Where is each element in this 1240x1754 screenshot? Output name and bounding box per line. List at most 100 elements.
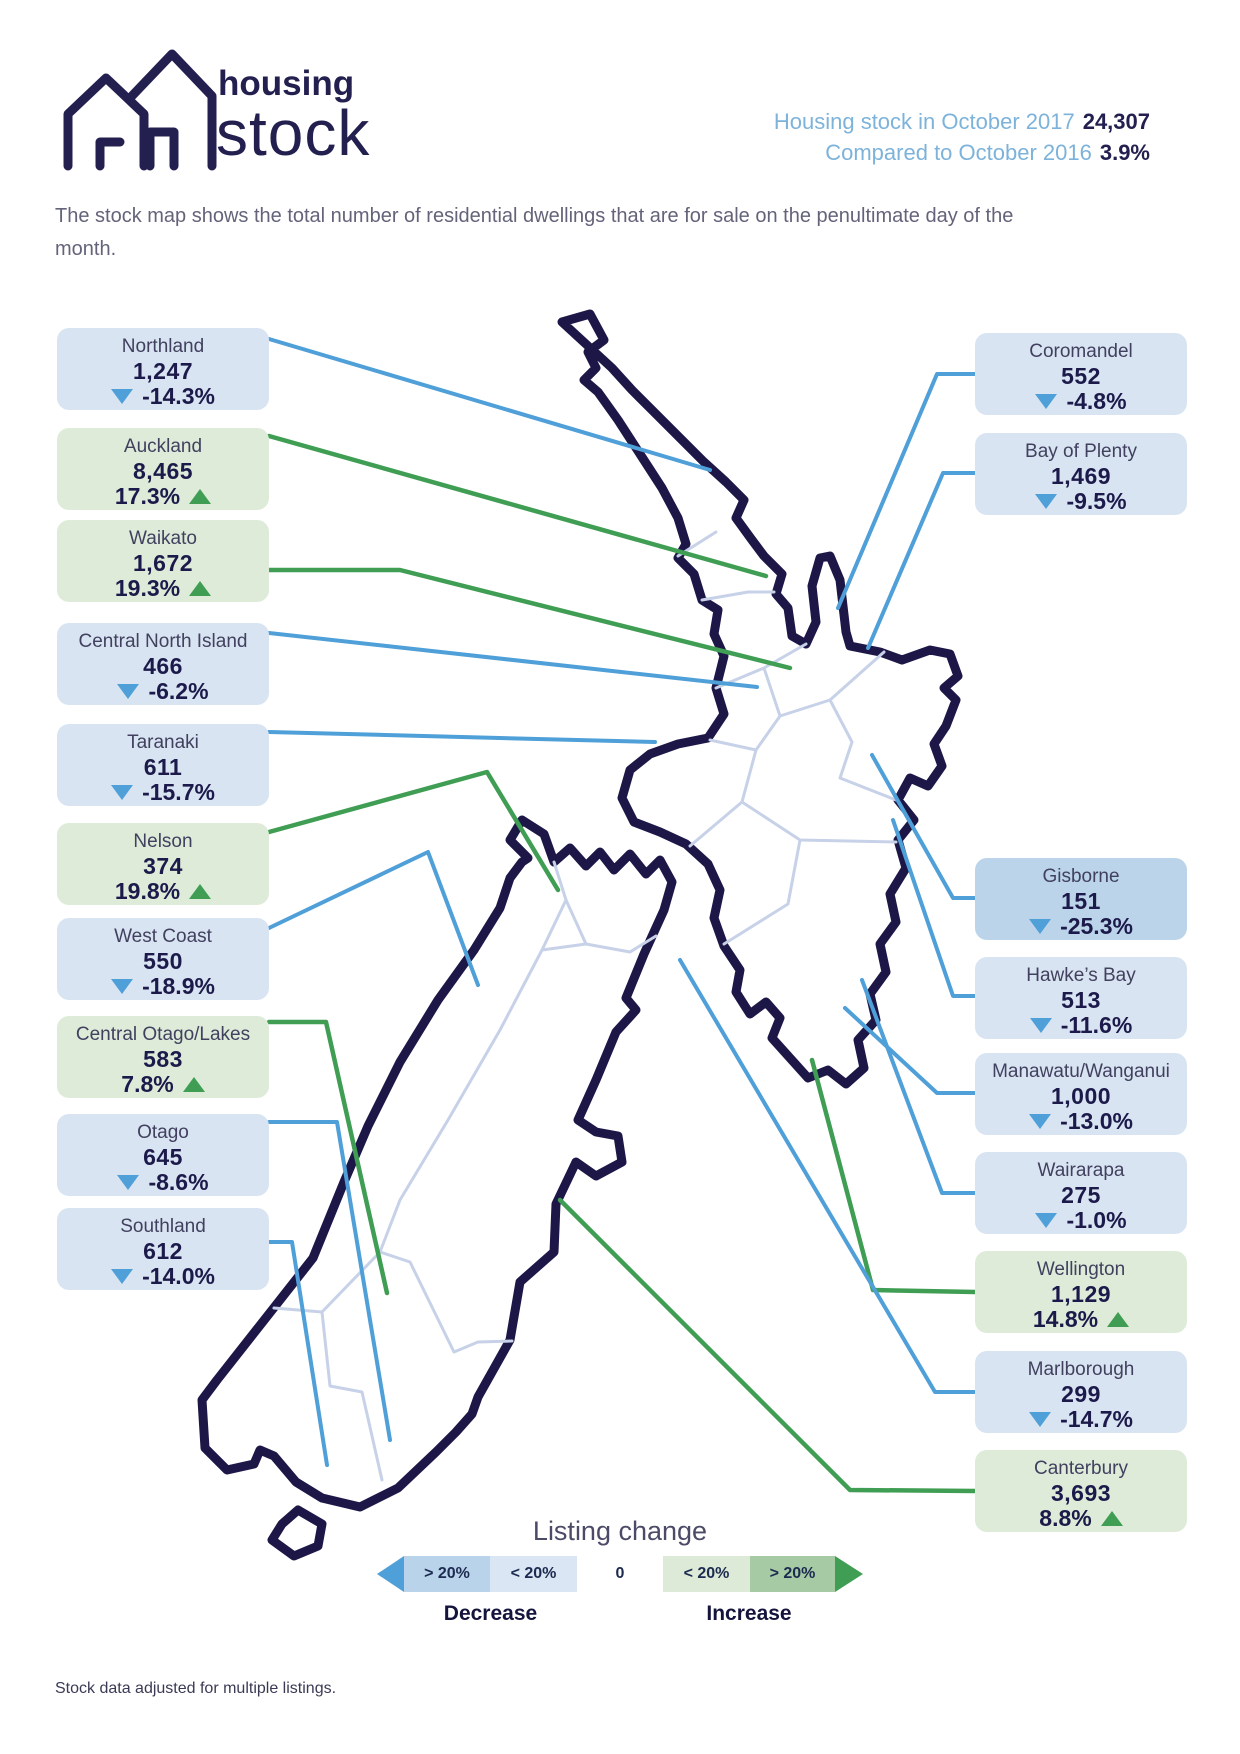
legend-increase-label: Increase — [706, 1602, 792, 1625]
connector-line-northland — [267, 337, 712, 472]
region-change-value: -6.2% — [148, 678, 209, 704]
region-name: Nelson — [133, 831, 193, 852]
connector-line-central-north-island — [267, 631, 759, 689]
region-value: 1,129 — [1050, 1281, 1112, 1307]
region-change-value: 7.8% — [121, 1071, 174, 1097]
legend-title: Listing change — [532, 1516, 708, 1546]
region-value: 1,469 — [1050, 463, 1112, 489]
region-box-hawke-s-bay: Hawke’s Bay 513 -11.6% — [975, 957, 1187, 1039]
region-change-value: -25.3% — [1060, 913, 1133, 939]
footnote: Stock data adjusted for multiple listing… — [55, 1680, 337, 1697]
region-change-value: -14.7% — [1060, 1406, 1133, 1432]
region-box-wairarapa: Wairarapa 275 -1.0% — [975, 1152, 1187, 1234]
decrease-arrow-icon — [117, 1175, 140, 1190]
region-change-value: -8.6% — [148, 1169, 209, 1195]
decrease-arrow-icon — [1029, 919, 1052, 934]
increase-arrow-icon — [1107, 1312, 1130, 1327]
region-change: 19.3% — [57, 576, 269, 601]
region-change-value: -11.6% — [1060, 1012, 1133, 1038]
increase-arrow-icon — [189, 489, 212, 504]
region-name: Canterbury — [1034, 1458, 1128, 1479]
decrease-arrow-icon — [1029, 1018, 1052, 1033]
legend-seg-decrease-gt20: > 20% — [404, 1556, 490, 1592]
connector-line-canterbury — [557, 1197, 978, 1494]
region-box-auckland: Auckland 8,465 17.3% — [57, 428, 269, 510]
stewart-island — [267, 1505, 327, 1561]
stat-yoy-label: Compared to October 2016 — [825, 140, 1092, 165]
legend-seg-increase-lt20: < 20% — [663, 1556, 750, 1592]
decrease-arrow-icon — [1035, 494, 1058, 509]
connector-line-waikato — [266, 567, 793, 671]
stat-current-label: Housing stock in October 2017 — [773, 109, 1075, 134]
region-name: Taranaki — [127, 732, 199, 753]
decrease-arrow-icon — [111, 979, 134, 994]
region-box-marlborough: Marlborough 299 -14.7% — [975, 1351, 1187, 1433]
connector-line-taranaki — [267, 730, 657, 744]
region-value: 513 — [1061, 987, 1101, 1013]
region-change: -13.0% — [975, 1109, 1187, 1134]
region-name: Wairarapa — [1037, 1160, 1125, 1181]
connector-line-manawatu-wanganui — [843, 1006, 977, 1095]
decrease-arrow-icon — [1029, 1114, 1052, 1129]
region-change: -8.6% — [57, 1170, 269, 1195]
connector-line-west-coast — [267, 850, 480, 987]
region-value: 1,672 — [132, 550, 194, 576]
region-value: 3,693 — [1050, 1480, 1112, 1506]
region-box-central-otago-lakes: Central Otago/Lakes 583 7.8% — [57, 1016, 269, 1098]
legend-seg-decrease-lt20: < 20% — [490, 1556, 577, 1592]
increase-arrow-icon — [835, 1556, 863, 1592]
region-change: -14.3% — [57, 384, 269, 409]
region-name: Waikato — [129, 528, 197, 549]
region-boundaries — [272, 530, 898, 1482]
region-value: 1,247 — [132, 358, 194, 384]
region-box-waikato: Waikato 1,672 19.3% — [57, 520, 269, 602]
region-change-value: 17.3% — [114, 483, 181, 509]
region-change-value: 19.8% — [114, 878, 181, 904]
region-change-value: -15.7% — [142, 779, 215, 805]
region-change-value: -18.9% — [142, 973, 215, 999]
region-change-value: -14.0% — [142, 1263, 215, 1289]
region-name: Otago — [137, 1122, 189, 1143]
region-change: -9.5% — [975, 489, 1187, 514]
region-change: 17.3% — [57, 484, 269, 509]
header-stats: Housing stock in October 2017 24,307 Comp… — [774, 106, 1150, 168]
south-island — [197, 815, 677, 1512]
region-name: West Coast — [114, 926, 212, 947]
region-value: 8,465 — [132, 458, 194, 484]
region-box-west-coast: West Coast 550 -18.9% — [57, 918, 269, 1000]
region-change-value: -14.3% — [142, 383, 215, 409]
region-change: 7.8% — [57, 1072, 269, 1097]
legend-bar: > 20% < 20% 0 < 20% > 20% — [377, 1556, 863, 1592]
region-box-gisborne: Gisborne 151 -25.3% — [975, 858, 1187, 940]
region-box-wellington: Wellington 1,129 14.8% — [975, 1251, 1187, 1333]
region-change: -4.8% — [975, 389, 1187, 414]
region-change: 19.8% — [57, 879, 269, 904]
region-value: 151 — [1061, 888, 1101, 914]
logo-word-stock: stock — [216, 97, 371, 169]
region-name: Manawatu/Wanganui — [992, 1061, 1170, 1082]
region-change: 8.8% — [975, 1506, 1187, 1531]
decrease-arrow-icon — [1035, 394, 1058, 409]
region-change: 14.8% — [975, 1307, 1187, 1332]
region-change-value: -13.0% — [1060, 1108, 1133, 1134]
region-change: -15.7% — [57, 780, 269, 805]
region-box-canterbury: Canterbury 3,693 8.8% — [975, 1450, 1187, 1532]
region-name: Marlborough — [1027, 1359, 1135, 1380]
connector-line-auckland — [266, 433, 769, 579]
region-name: Wellington — [1036, 1259, 1126, 1280]
region-name: Southland — [120, 1216, 206, 1237]
region-box-coromandel: Coromandel 552 -4.8% — [975, 333, 1187, 415]
region-value: 611 — [143, 754, 183, 780]
region-change-value: 8.8% — [1039, 1505, 1092, 1531]
increase-arrow-icon — [189, 884, 212, 899]
region-change-value: 19.3% — [114, 575, 181, 601]
connector-line-central-otago-lakes — [266, 1019, 390, 1296]
region-change: -11.6% — [975, 1013, 1187, 1038]
stat-current-stock: Housing stock in October 2017 24,307 — [774, 106, 1150, 137]
region-change-value: -9.5% — [1066, 488, 1127, 514]
stat-yoy-change: Compared to October 2016 3.9% — [774, 137, 1150, 168]
increase-arrow-icon — [1100, 1511, 1123, 1526]
legend-decrease-label: Decrease — [443, 1602, 538, 1625]
connector-line-otago — [267, 1120, 392, 1442]
